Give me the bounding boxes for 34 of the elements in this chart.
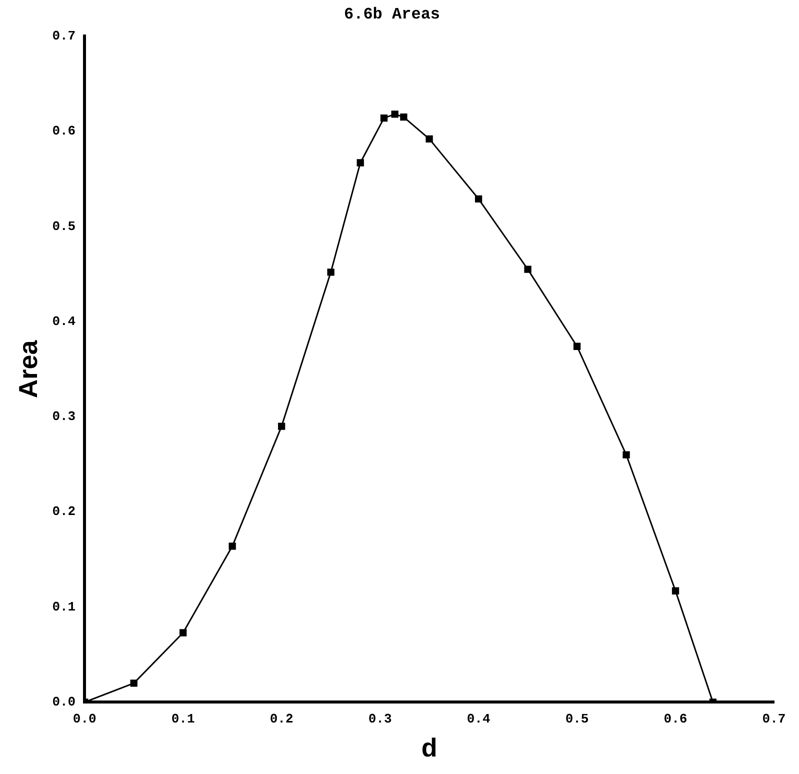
point	[380, 114, 388, 122]
point	[622, 451, 630, 458]
x-tick-label: 0.6	[664, 711, 688, 726]
y-tick-label: 0.4	[52, 314, 76, 329]
x-tick-label: 0.5	[565, 711, 589, 726]
y-tick-label: 0.1	[52, 599, 76, 614]
point	[356, 159, 364, 166]
point	[672, 587, 680, 594]
x-tick-label: 0.7	[762, 711, 786, 726]
point	[180, 629, 187, 636]
chart-title: 6.6b Areas	[344, 6, 440, 24]
point	[426, 135, 433, 143]
point	[474, 195, 482, 202]
x-tick-label: 0.0	[72, 711, 97, 726]
y-tick-label: 0.5	[52, 218, 76, 234]
point	[391, 110, 398, 118]
x-axis-title: d	[421, 732, 438, 763]
y-tick-label: 0.6	[52, 124, 76, 139]
y-tick-label: 0.0	[52, 694, 76, 710]
x-tick-label: 0.2	[270, 711, 294, 726]
point	[130, 680, 138, 687]
x-tick-label: 0.4	[466, 711, 490, 726]
point	[278, 422, 286, 430]
point	[228, 542, 236, 550]
y-tick-label: 0.7	[52, 28, 76, 44]
point	[327, 268, 334, 276]
y-axis-title: Area	[12, 340, 43, 398]
y-tick-label: 0.2	[52, 504, 76, 520]
point	[524, 266, 532, 273]
x-tick-label: 0.3	[368, 711, 392, 726]
point	[400, 113, 408, 121]
y-tick-label: 0.3	[52, 409, 76, 424]
point	[573, 342, 581, 350]
x-tick-label: 0.1	[171, 711, 195, 726]
